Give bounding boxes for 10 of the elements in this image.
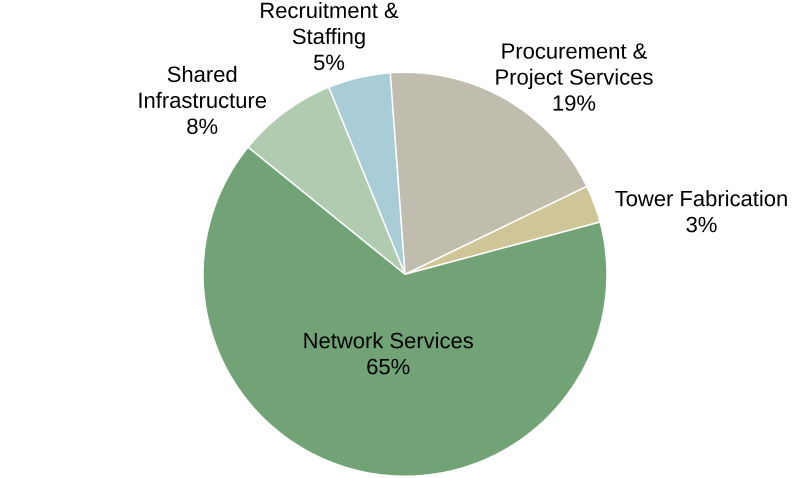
data-label: 8% (187, 118, 218, 134)
data-label: 5% (314, 54, 344, 70)
slice-label: Recruitment & Staffing (261, 2, 398, 48)
data-label: 19% (554, 95, 596, 111)
slice-label: Network Services (304, 332, 473, 348)
data-label: 65% (367, 358, 410, 374)
data-label: 3% (686, 216, 717, 232)
slice-label: Procurement & Project Services (496, 43, 653, 90)
slice-label: Shared Infrastructure (139, 66, 266, 108)
slice-label: Tower Fabrication (615, 190, 787, 206)
